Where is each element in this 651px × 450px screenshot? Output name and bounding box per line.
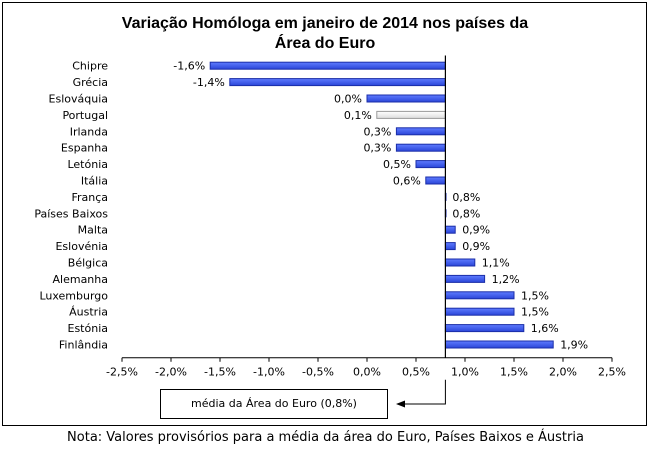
value-label: 0,8%	[452, 191, 480, 204]
category-label: Países Baixos	[34, 207, 108, 220]
x-tick-label: 0,5%	[402, 366, 430, 379]
category-label: Espanha	[61, 142, 108, 155]
x-tick-label: -1,0%	[253, 366, 285, 379]
bar	[444, 274, 486, 283]
x-tick-label: -1,5%	[204, 366, 236, 379]
value-label: 0,3%	[363, 142, 391, 155]
bar	[395, 127, 446, 136]
bar	[395, 143, 446, 152]
chart-note: Nota: Valores provisórios para a média d…	[67, 430, 584, 445]
bar	[366, 94, 446, 103]
category-label: França	[71, 191, 108, 204]
chart-title: Variação Homóloga em janeiro de 2014 nos…	[121, 15, 529, 52]
bar	[444, 258, 476, 267]
category-label: Luxemburgo	[39, 289, 108, 302]
value-label: -1,4%	[193, 76, 225, 89]
category-label: Chipre	[72, 60, 108, 73]
x-tick-label: 2,0%	[549, 366, 577, 379]
bar-highlight	[376, 110, 446, 119]
value-label: 0,9%	[462, 240, 490, 253]
value-label: 1,2%	[492, 273, 520, 286]
chart-frame	[2, 2, 647, 426]
category-label: Portugal	[62, 109, 108, 122]
bar	[415, 160, 446, 169]
value-label: 0,9%	[462, 224, 490, 237]
category-label: Irlanda	[70, 125, 108, 138]
bar	[444, 340, 554, 349]
category-label: Finlândia	[59, 339, 108, 352]
category-label: Eslovénia	[55, 240, 108, 253]
category-label: Estónia	[68, 322, 109, 335]
value-label: 0,5%	[383, 158, 411, 171]
x-tick-label: -2,0%	[155, 366, 187, 379]
bar	[209, 61, 446, 70]
category-label: Itália	[81, 175, 108, 188]
x-tick-label: 0,0%	[353, 366, 381, 379]
value-label: 1,5%	[521, 306, 549, 319]
x-tick-label: -2,5%	[106, 366, 138, 379]
x-tick-label: -0,5%	[302, 366, 334, 379]
x-tick-label: 1,0%	[451, 366, 479, 379]
category-label: Alemanha	[53, 273, 109, 286]
bar	[229, 78, 446, 87]
bar	[444, 225, 456, 234]
value-label: -1,6%	[173, 60, 205, 73]
category-label: Grécia	[73, 76, 108, 89]
baseline-legend-box: média da Área do Euro (0,8%)	[160, 389, 388, 419]
value-label: 1,6%	[531, 322, 559, 335]
category-label: Áustria	[69, 306, 108, 319]
x-tick-label: 1,5%	[500, 366, 528, 379]
value-label: 1,5%	[521, 289, 549, 302]
x-tick-label: 2,5%	[598, 366, 626, 379]
bar	[444, 307, 515, 316]
category-label: Letónia	[67, 158, 108, 171]
value-label: 1,9%	[560, 339, 588, 352]
bar	[425, 176, 446, 185]
bar	[444, 324, 525, 333]
category-label: Eslováquia	[49, 93, 108, 106]
value-label: 0,0%	[334, 93, 362, 106]
category-label: Bélgica	[68, 257, 108, 270]
baseline-arrow	[396, 379, 446, 408]
value-label: 0,3%	[363, 125, 391, 138]
value-label: 0,8%	[452, 207, 480, 220]
value-label: 0,6%	[393, 175, 421, 188]
bar	[444, 242, 456, 251]
bar	[444, 291, 515, 300]
value-label: 1,1%	[482, 257, 510, 270]
value-label: 0,1%	[344, 109, 372, 122]
baseline-legend-label: média da Área do Euro (0,8%)	[191, 397, 357, 410]
category-label: Malta	[78, 224, 108, 237]
